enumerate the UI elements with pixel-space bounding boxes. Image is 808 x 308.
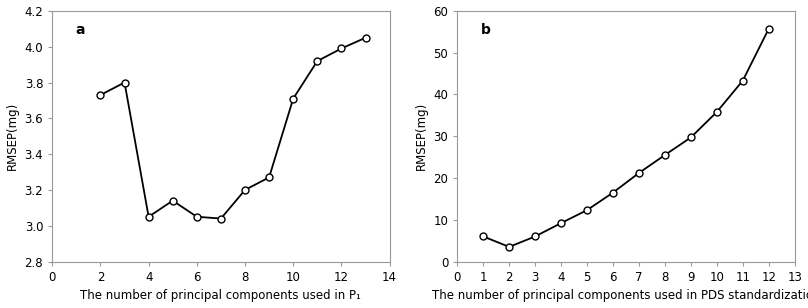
Y-axis label: RMSEP(mg): RMSEP(mg) bbox=[415, 102, 427, 170]
X-axis label: The number of principal components used in PDS standardization: The number of principal components used … bbox=[431, 289, 808, 302]
Text: b: b bbox=[481, 23, 490, 38]
Text: a: a bbox=[76, 23, 86, 38]
Y-axis label: RMSEP(mg): RMSEP(mg) bbox=[6, 102, 19, 170]
X-axis label: The number of principal components used in P₁: The number of principal components used … bbox=[81, 289, 361, 302]
